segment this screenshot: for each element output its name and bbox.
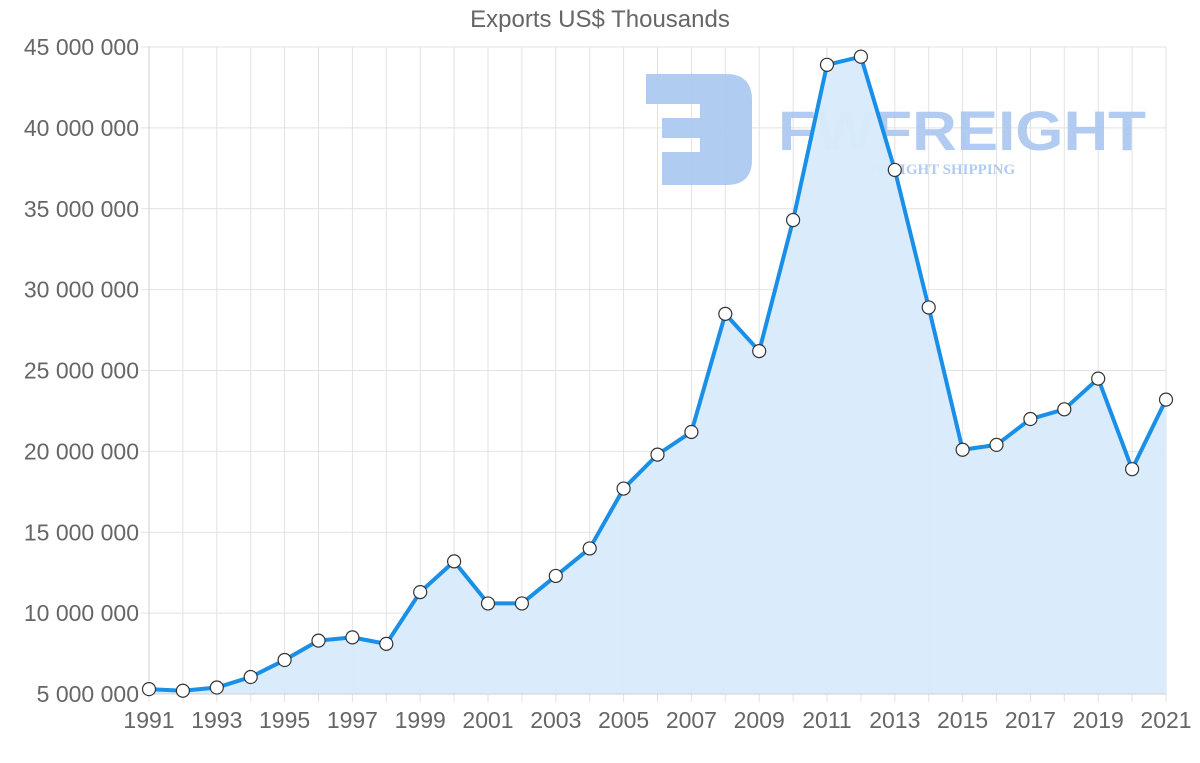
x-tick-label: 2013 [869, 707, 920, 733]
y-tick-label: 35 000 000 [24, 196, 139, 222]
data-point-2017[interactable] [1023, 411, 1038, 427]
area-fill [149, 56, 1166, 694]
x-tick-label: 2003 [530, 707, 581, 733]
data-point-1997[interactable] [345, 630, 360, 645]
x-tick-label: 2017 [1005, 707, 1056, 733]
watermark-tagline: FREIGHT SHIPPING [870, 162, 1015, 178]
y-tick-label: 25 000 000 [24, 358, 139, 384]
data-point-2002[interactable] [514, 596, 530, 611]
data-point-1999[interactable] [413, 584, 428, 600]
data-point-1993[interactable] [209, 680, 224, 695]
y-tick-label: 5 000 000 [37, 681, 139, 707]
x-tick-label: 1997 [327, 707, 378, 733]
data-point-2005[interactable] [616, 481, 631, 496]
x-tick-label: 2005 [598, 707, 649, 733]
data-point-1995[interactable] [277, 652, 292, 668]
y-tick-label: 20 000 000 [24, 438, 139, 464]
data-point-2012[interactable] [853, 49, 869, 64]
data-point-2018[interactable] [1057, 402, 1072, 417]
data-point-2021[interactable] [1158, 392, 1174, 407]
y-tick-label: 30 000 000 [24, 277, 139, 303]
data-point-2008[interactable] [718, 306, 733, 321]
x-tick-label: 1993 [191, 707, 242, 733]
x-tick-label: 1995 [259, 707, 310, 733]
data-point-2016[interactable] [989, 437, 1004, 453]
data-points [141, 49, 1174, 698]
x-tick-label: 2011 [802, 707, 851, 733]
data-point-2006[interactable] [650, 447, 665, 462]
x-tick-label: 2007 [666, 707, 717, 733]
data-point-2015[interactable] [955, 442, 970, 457]
x-tick-label: 2009 [734, 707, 785, 733]
data-point-2003[interactable] [548, 568, 563, 584]
data-point-2019[interactable] [1091, 371, 1106, 386]
data-point-1998[interactable] [379, 636, 394, 651]
x-axis-ticks: 1991 1993 1995 1997 1999 2001 2003 2005 2007 2009… [123, 707, 1191, 733]
x-tick-label: 1999 [395, 707, 446, 733]
y-axis-ticks: 5 000 000 10 000 000 15 000 000 20 000 000 2… [24, 34, 139, 707]
data-point-1992[interactable] [175, 683, 190, 698]
fw-logo-icon [646, 74, 752, 185]
data-point-2011[interactable] [819, 57, 835, 72]
chart-title: Exports US$ Thousands [470, 6, 730, 33]
y-tick-label: 40 000 000 [24, 115, 139, 141]
y-tick-label: 10 000 000 [24, 600, 139, 626]
x-tick-label: 2019 [1073, 707, 1124, 733]
x-tick-label: 2021 [1140, 707, 1191, 733]
y-tick-label: 15 000 000 [24, 519, 139, 545]
data-point-1991[interactable] [141, 682, 157, 697]
axes [148, 47, 1166, 695]
data-point-2020[interactable] [1124, 462, 1140, 477]
y-tick-label: 45 000 000 [24, 34, 139, 60]
x-tick-label: 1991 [123, 707, 174, 733]
data-point-2000[interactable] [447, 554, 462, 569]
data-point-2010[interactable] [785, 212, 801, 228]
data-point-1996[interactable] [311, 633, 326, 648]
data-point-2009[interactable] [752, 343, 767, 359]
data-point-2001[interactable] [480, 596, 496, 611]
x-tick-label: 2001 [462, 707, 513, 733]
data-point-1994[interactable] [243, 669, 258, 685]
data-point-2013[interactable] [887, 162, 902, 178]
data-point-2004[interactable] [582, 541, 597, 556]
x-tick-label: 2015 [937, 707, 988, 733]
data-point-2014[interactable] [921, 300, 936, 315]
data-point-2007[interactable] [684, 424, 699, 440]
